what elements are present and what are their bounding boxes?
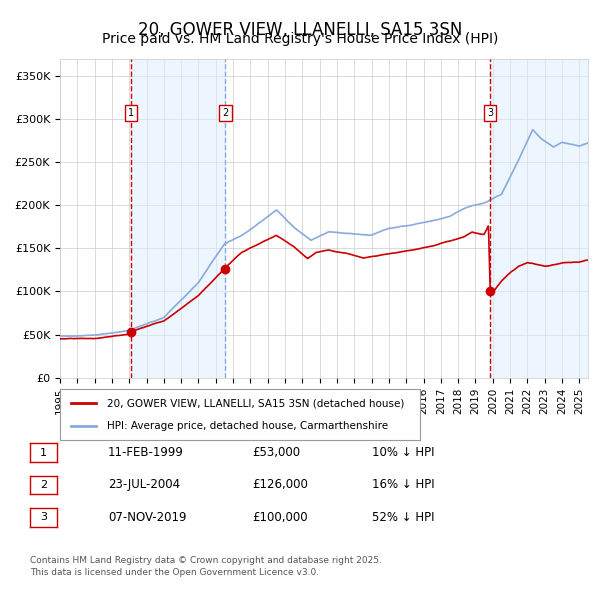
Text: £126,000: £126,000 — [252, 478, 308, 491]
Text: 10% ↓ HPI: 10% ↓ HPI — [372, 446, 434, 459]
Text: 20, GOWER VIEW, LLANELLI, SA15 3SN (detached house): 20, GOWER VIEW, LLANELLI, SA15 3SN (deta… — [107, 398, 404, 408]
Text: 1: 1 — [128, 108, 134, 118]
Text: 11-FEB-1999: 11-FEB-1999 — [108, 446, 184, 459]
Text: £53,000: £53,000 — [252, 446, 300, 459]
Text: HPI: Average price, detached house, Carmarthenshire: HPI: Average price, detached house, Carm… — [107, 421, 388, 431]
Text: 3: 3 — [487, 108, 493, 118]
Bar — [131, 59, 226, 378]
Text: 2: 2 — [40, 480, 47, 490]
Text: 16% ↓ HPI: 16% ↓ HPI — [372, 478, 434, 491]
Text: 1: 1 — [40, 448, 47, 457]
Text: 52% ↓ HPI: 52% ↓ HPI — [372, 511, 434, 524]
Text: £100,000: £100,000 — [252, 511, 308, 524]
Text: 07-NOV-2019: 07-NOV-2019 — [108, 511, 187, 524]
Text: Contains HM Land Registry data © Crown copyright and database right 2025.
This d: Contains HM Land Registry data © Crown c… — [30, 556, 382, 577]
Text: 2: 2 — [223, 108, 229, 118]
Text: 3: 3 — [40, 513, 47, 522]
Text: 20, GOWER VIEW, LLANELLI, SA15 3SN: 20, GOWER VIEW, LLANELLI, SA15 3SN — [138, 21, 462, 39]
Text: Price paid vs. HM Land Registry's House Price Index (HPI): Price paid vs. HM Land Registry's House … — [102, 32, 498, 47]
Text: 23-JUL-2004: 23-JUL-2004 — [108, 478, 180, 491]
Bar — [490, 59, 588, 378]
